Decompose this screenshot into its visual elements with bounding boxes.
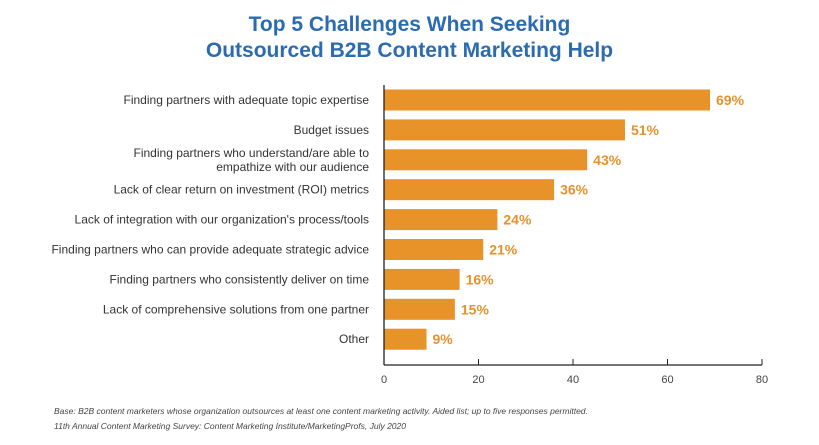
chart-title-line-2: Outsourced B2B Content Marketing Help <box>205 39 614 62</box>
footnote-source: 11th Annual Content Marketing Survey: Co… <box>54 421 406 431</box>
data-label: 24% <box>503 212 532 228</box>
bar <box>384 179 555 201</box>
bar <box>384 209 498 231</box>
data-label: 43% <box>593 152 622 168</box>
category-label: empathize with our audience <box>216 160 369 174</box>
data-label: 51% <box>631 122 660 138</box>
bar <box>384 119 625 141</box>
x-tick-label: 20 <box>472 374 484 386</box>
x-tick-label: 40 <box>567 374 579 386</box>
category-label: Lack of comprehensive solutions from one… <box>103 302 369 316</box>
bar <box>384 89 711 111</box>
chart-title: Top 5 Challenges When Seeking Outsourced… <box>0 12 819 64</box>
bar <box>384 149 588 171</box>
data-label: 69% <box>716 92 745 108</box>
x-tick-label: 80 <box>756 374 768 386</box>
category-label: Budget issues <box>294 123 369 137</box>
bar <box>384 268 460 290</box>
category-label: Lack of clear return on investment (ROI)… <box>114 183 369 197</box>
bar <box>384 239 484 260</box>
data-label: 9% <box>433 331 454 347</box>
category-label: Finding partners who consistently delive… <box>110 272 370 286</box>
x-tick-label: 60 <box>661 374 673 386</box>
category-label: Finding partners who understand/are able… <box>134 146 370 160</box>
category-label: Finding partners who can provide adequat… <box>51 243 369 257</box>
data-label: 21% <box>489 242 518 258</box>
x-tick-label: 0 <box>381 374 387 386</box>
category-label: Finding partners with adequate topic exp… <box>124 93 370 107</box>
footnote-base: Base: B2B content marketers whose organi… <box>54 406 588 416</box>
data-label: 16% <box>466 271 495 287</box>
chart-title-line-1: Top 5 Challenges When Seeking <box>248 13 571 36</box>
category-label: Other <box>339 332 369 346</box>
category-label: Lack of integration with our organizatio… <box>75 213 369 227</box>
data-label: 36% <box>560 182 589 198</box>
bar <box>384 298 455 320</box>
data-label: 15% <box>461 301 490 317</box>
bar <box>384 328 427 350</box>
